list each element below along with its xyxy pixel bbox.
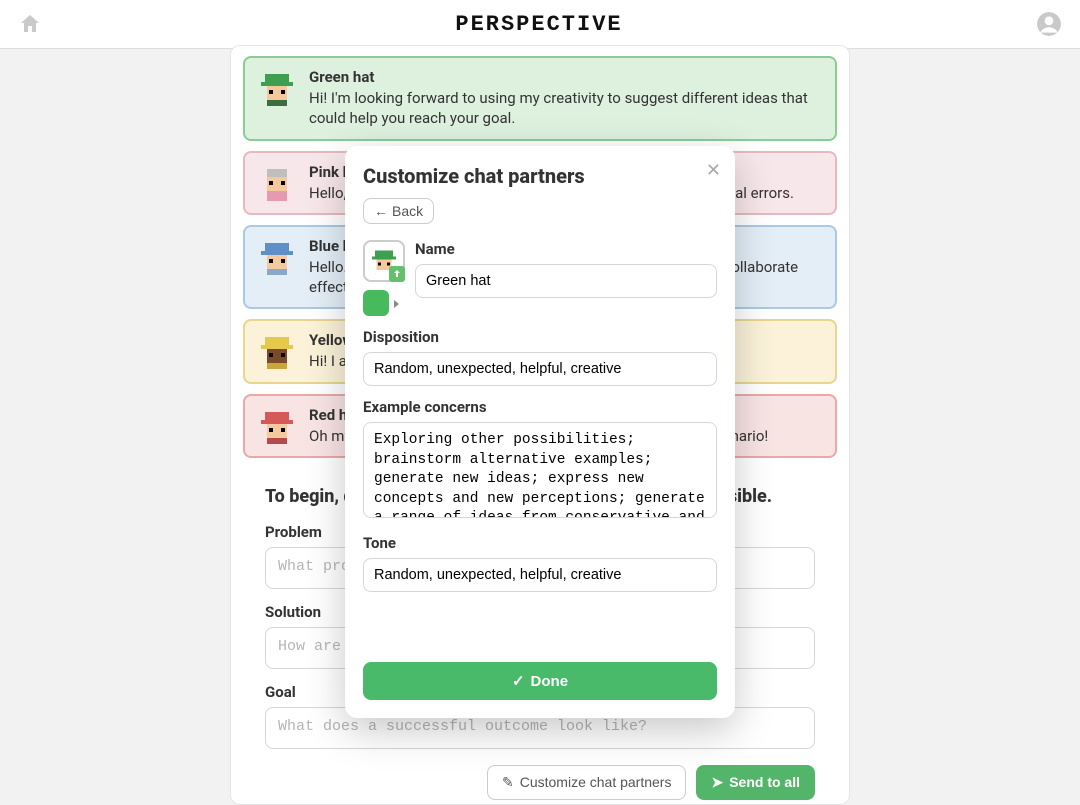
tone-input[interactable] [363,558,717,592]
avatar-selector[interactable] [363,240,405,282]
back-button[interactable]: ← Back [363,198,434,224]
color-picker[interactable] [363,290,389,316]
done-label: Done [531,673,569,690]
concerns-label: Example concerns [363,398,717,416]
arrow-left-icon: ← [374,203,388,219]
done-button[interactable]: ✓ Done [363,662,717,700]
disposition-label: Disposition [363,328,717,346]
concerns-input[interactable] [363,422,717,518]
name-label: Name [415,240,717,258]
check-icon: ✓ [512,672,525,690]
customize-modal: Customize chat partners ✕ ← Back Name [345,146,735,718]
name-input[interactable] [415,264,717,298]
tone-label: Tone [363,534,717,552]
modal-title: Customize chat partners [363,164,717,188]
disposition-input[interactable] [363,352,717,386]
modal-overlay: Customize chat partners ✕ ← Back Name [0,0,1080,781]
upload-avatar-icon[interactable] [389,266,405,282]
back-label: Back [392,203,423,219]
close-icon[interactable]: ✕ [706,160,721,181]
